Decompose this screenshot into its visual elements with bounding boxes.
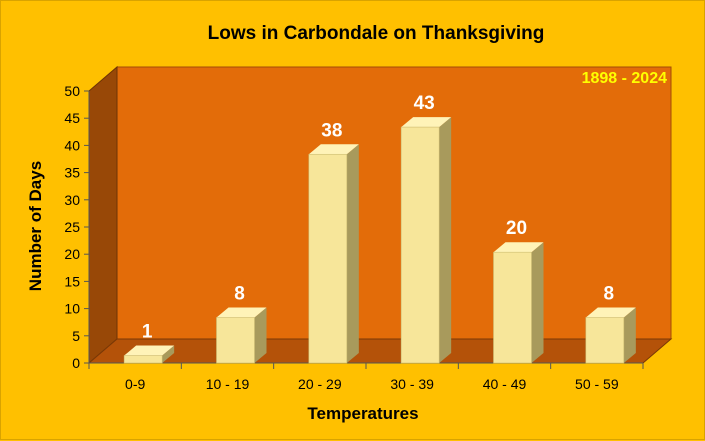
x-tick-label: 30 - 39 <box>390 376 434 392</box>
bar-top <box>216 307 267 318</box>
bar-side <box>162 345 175 363</box>
bar-front <box>585 317 625 364</box>
data-label: 8 <box>604 283 615 304</box>
bar-side <box>439 117 452 363</box>
x-tick-label: 50 - 59 <box>575 376 619 392</box>
data-labels: 1 8 38 43 20 8 <box>142 93 614 342</box>
y-axis-title: Number of Days <box>26 161 45 291</box>
bar-side <box>254 307 267 363</box>
y-axis: 0 5 10 15 20 25 30 35 40 45 50 <box>64 83 90 371</box>
bar <box>216 307 267 364</box>
bar-side <box>346 144 359 363</box>
y-tick-label: 15 <box>64 273 80 289</box>
bar-top <box>401 117 452 128</box>
data-label: 38 <box>321 120 342 141</box>
y-tick-label: 50 <box>64 83 80 99</box>
y-tick-label: 30 <box>64 192 80 208</box>
bar-top <box>585 307 636 318</box>
bars <box>123 117 636 364</box>
bar <box>123 345 175 364</box>
x-tick-label: 20 - 29 <box>298 376 342 392</box>
bar-top <box>308 144 359 155</box>
y-tick-label: 45 <box>64 110 80 126</box>
data-label: 43 <box>414 93 435 114</box>
y-tick-label: 0 <box>72 355 80 371</box>
y-tick-label: 5 <box>72 328 80 344</box>
data-label: 1 <box>142 322 153 343</box>
x-axis-title: Temperatures <box>307 404 418 423</box>
x-axis: 0-9 10 - 19 20 - 29 30 - 39 40 - 49 50 - 59 <box>88 362 644 392</box>
y-tick-label: 20 <box>64 246 80 262</box>
back-wall <box>116 66 672 340</box>
period-label: 1898 - 2024 <box>582 70 668 87</box>
bar-top <box>493 242 544 253</box>
bar-front <box>123 355 163 364</box>
y-tick-label: 40 <box>64 137 80 153</box>
data-label: 8 <box>234 283 245 304</box>
bar <box>493 242 544 364</box>
y-tick-label: 10 <box>64 301 80 317</box>
bar-front <box>216 317 255 364</box>
y-tick-label: 25 <box>64 219 80 235</box>
bar <box>400 117 452 364</box>
bar-front <box>493 251 532 364</box>
bar-front <box>400 126 440 364</box>
x-tick-label: 10 - 19 <box>206 376 250 392</box>
chart-walls <box>87 65 673 365</box>
chart-title: Lows in Carbondale on Thanksgiving <box>208 23 545 44</box>
data-label: 20 <box>506 218 527 239</box>
y-tick-label: 35 <box>64 165 80 181</box>
x-tick-label: 0-9 <box>125 376 145 392</box>
bar-top <box>124 345 175 356</box>
bar <box>585 307 636 364</box>
bar-side <box>531 242 544 363</box>
bar <box>308 144 359 364</box>
x-tick-label: 40 - 49 <box>483 376 527 392</box>
side-wall <box>88 65 118 365</box>
bar-side <box>623 307 636 363</box>
floor <box>87 338 673 364</box>
bar-front <box>308 153 348 364</box>
